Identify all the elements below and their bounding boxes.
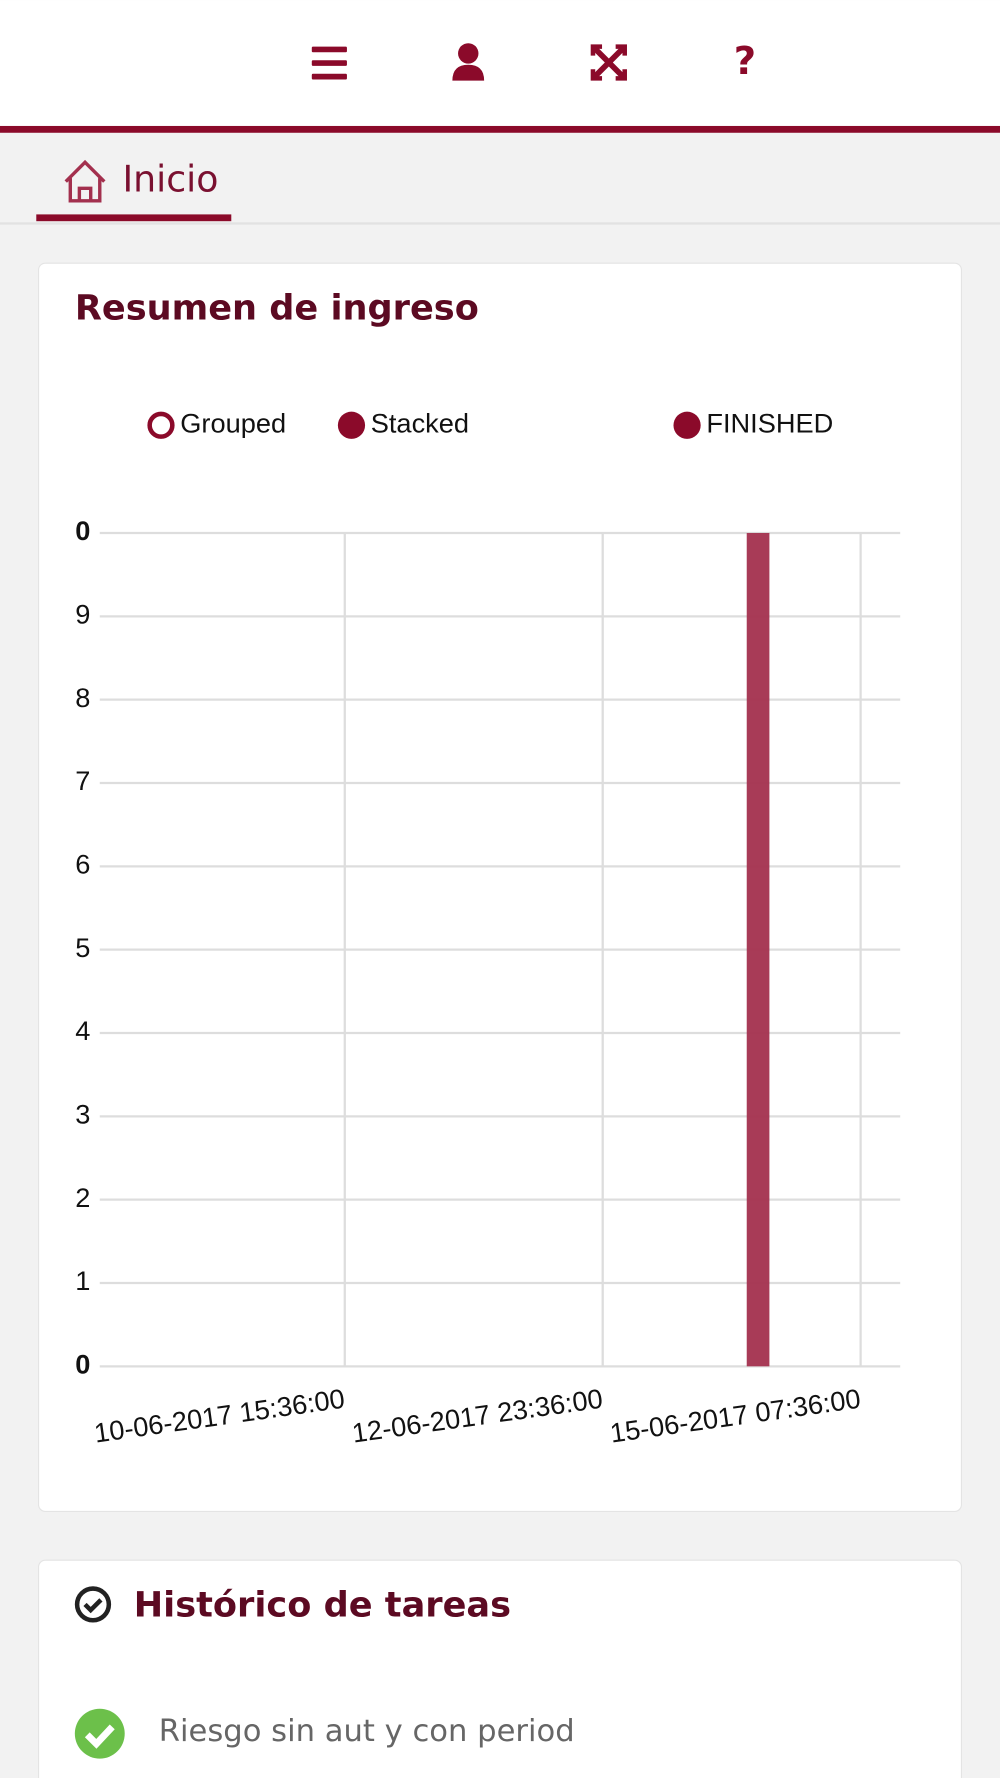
legend-swatch <box>673 411 701 439</box>
user-icon[interactable] <box>452 43 485 81</box>
y-tick-label: 7 <box>75 765 90 796</box>
task-item[interactable]: Riesgo sin aut y con period <box>74 1708 575 1759</box>
home-tab[interactable]: Inicio <box>36 158 232 222</box>
status-icon <box>74 1708 125 1759</box>
panel-title: Resumen de ingreso <box>75 288 479 329</box>
help-icon[interactable]: ? <box>734 39 756 84</box>
chart-card <box>37 262 963 1513</box>
y-tick-label: 6 <box>75 849 90 880</box>
tasks-card <box>37 1559 963 1778</box>
bar <box>746 532 770 1367</box>
header <box>0 0 1000 126</box>
control-label: Grouped <box>180 407 286 438</box>
divider <box>0 222 1000 225</box>
radio <box>147 411 175 439</box>
status-check <box>84 1724 115 1749</box>
legend-label: FINISHED <box>706 407 833 438</box>
task-label: Riesgo sin aut y con period <box>159 1714 575 1749</box>
menu-icon[interactable] <box>311 46 347 80</box>
expand-icon[interactable] <box>590 44 627 81</box>
y-tick-label: 0 <box>75 1349 90 1380</box>
y-tick-label: 2 <box>75 1182 90 1213</box>
y-tick-label: 1 <box>75 1265 90 1296</box>
check-icon <box>74 1586 112 1623</box>
y-tick-label: 9 <box>75 599 90 630</box>
y-tick-label: 8 <box>75 682 90 713</box>
control-label: Stacked <box>371 407 469 438</box>
control-stacked[interactable]: Stacked <box>337 407 469 439</box>
y-tick-label: 0 <box>75 515 90 546</box>
header-bar <box>0 125 1000 133</box>
y-tick-label: 5 <box>75 932 90 963</box>
control-grouped[interactable]: Grouped <box>147 407 286 439</box>
tab-underline <box>36 214 232 222</box>
tasks-title: Histórico de tareas <box>134 1585 511 1626</box>
y-tick-label: 3 <box>75 1099 90 1130</box>
legend-item[interactable]: FINISHED <box>673 407 833 439</box>
radio <box>337 411 366 439</box>
y-tick-label: 4 <box>75 1015 90 1046</box>
home-icon <box>64 159 106 203</box>
breadcrumb: Inicio <box>122 158 218 201</box>
